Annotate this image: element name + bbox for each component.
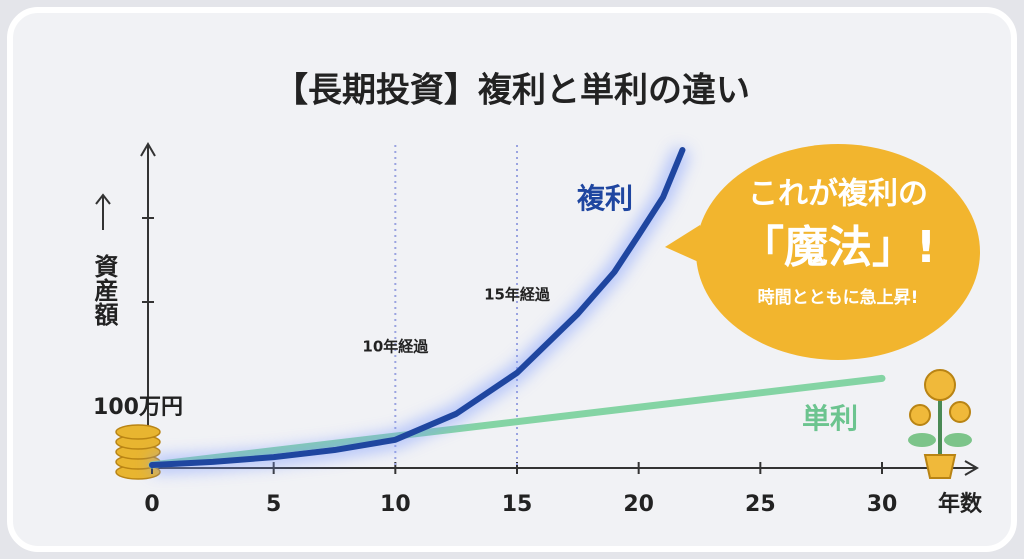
series-label: 複利 bbox=[577, 182, 633, 215]
series-label: 単利 bbox=[802, 402, 858, 435]
plot: 0 5 10 15 20 25 30 10年経過 15年経過 bbox=[144, 145, 897, 517]
x-tick-label: 25 bbox=[745, 492, 776, 517]
y-axis-label: 資産額 bbox=[90, 254, 118, 327]
y-arrow bbox=[140, 142, 156, 157]
callout-bubble bbox=[665, 144, 980, 360]
x-tick-label: 15 bbox=[502, 492, 533, 517]
callout-headline: 「魔法」! bbox=[740, 222, 936, 273]
series-line bbox=[149, 147, 686, 468]
x-tick-label: 10 bbox=[380, 492, 411, 517]
x-tick-label: 0 bbox=[144, 492, 159, 517]
chart-title: 【長期投資】複利と単利の違い bbox=[274, 71, 750, 111]
x-tick-label: 30 bbox=[867, 492, 898, 517]
callout-line: 時間とともに急上昇! bbox=[758, 287, 919, 308]
start-label: 100万円 bbox=[93, 395, 183, 420]
money-plant bbox=[908, 369, 972, 479]
marker-label: 15年経過 bbox=[484, 286, 551, 304]
y-label-arrow bbox=[95, 193, 111, 230]
x-arrow bbox=[964, 460, 979, 476]
callout-line: これが複利の bbox=[748, 177, 928, 212]
coin-stack bbox=[115, 424, 161, 480]
card bbox=[7, 7, 1017, 552]
marker-label: 10年経過 bbox=[362, 338, 429, 356]
x-axis-label: 年数 bbox=[938, 491, 983, 517]
x-tick-label: 5 bbox=[266, 492, 281, 517]
x-tick-label: 20 bbox=[623, 492, 654, 517]
